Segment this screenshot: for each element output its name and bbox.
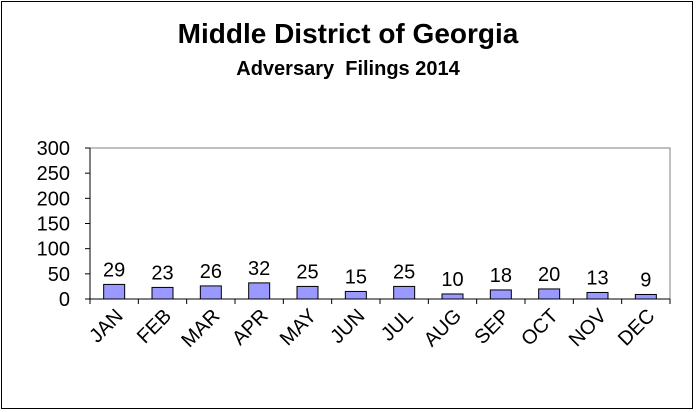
plot-area	[89, 147, 671, 300]
data-label-feb: 23	[151, 262, 173, 284]
data-label-jul: 25	[393, 261, 415, 283]
x-tick-label-jul: JUL	[377, 305, 418, 346]
x-tick-label-aug: AUG	[420, 305, 466, 351]
y-tick-label: 0	[59, 289, 70, 311]
x-axis: JAN FEB MAR APR MAY JUN JUL AUG SEP OCT NOV DEC	[85, 298, 671, 352]
data-label-mar: 26	[200, 261, 222, 283]
chart-title: Middle District of Georgia	[177, 18, 519, 49]
data-label-aug: 10	[441, 269, 463, 291]
x-tick-label-jun: JUN	[326, 305, 369, 348]
y-tick-label: 200	[37, 188, 70, 210]
bars	[103, 282, 657, 300]
bar-sep	[489, 289, 512, 300]
bar-jan	[103, 283, 126, 300]
y-tick-label: 50	[48, 264, 70, 286]
data-label-nov: 13	[586, 267, 608, 289]
x-tick-label-sep: SEP	[471, 305, 515, 349]
data-labels: 29 23 26 32 25 15 25 10 18 20 13 9	[103, 258, 651, 292]
x-tick-label-jan: JAN	[85, 305, 127, 347]
x-tick-label-dec: DEC	[614, 305, 659, 350]
x-tick-label-feb: FEB	[133, 305, 176, 348]
bar-jul	[393, 285, 416, 300]
y-tick-label: 100	[37, 239, 70, 261]
bar-aug	[441, 293, 464, 300]
chart-subtitle: Adversary Filings 2014	[236, 58, 460, 80]
bar-feb	[151, 286, 174, 300]
y-axis: 0 50 100 150 200 250 300	[37, 138, 91, 311]
bar-nov	[586, 291, 609, 300]
x-tick-label-mar: MAR	[177, 305, 224, 352]
x-tick-label-oct: OCT	[517, 305, 562, 350]
data-label-sep: 18	[490, 265, 512, 287]
data-label-dec: 9	[640, 269, 651, 291]
data-label-may: 25	[296, 261, 318, 283]
data-label-apr: 32	[248, 258, 270, 280]
bar-mar	[199, 285, 222, 300]
bar-apr	[248, 282, 271, 300]
x-tick-label-nov: NOV	[565, 305, 612, 352]
bar-jun	[344, 290, 367, 300]
x-tick-label-may: MAY	[276, 305, 321, 350]
y-tick-label: 300	[37, 138, 70, 160]
data-label-jan: 29	[103, 259, 125, 281]
y-tick-label: 250	[37, 163, 70, 185]
bar-dec	[634, 293, 657, 300]
bar-oct	[538, 288, 561, 300]
x-tick-label-apr: APR	[228, 305, 273, 350]
bar-may	[296, 285, 319, 300]
data-label-oct: 20	[538, 264, 560, 286]
y-tick-label: 150	[37, 214, 70, 236]
data-label-jun: 15	[345, 266, 367, 288]
